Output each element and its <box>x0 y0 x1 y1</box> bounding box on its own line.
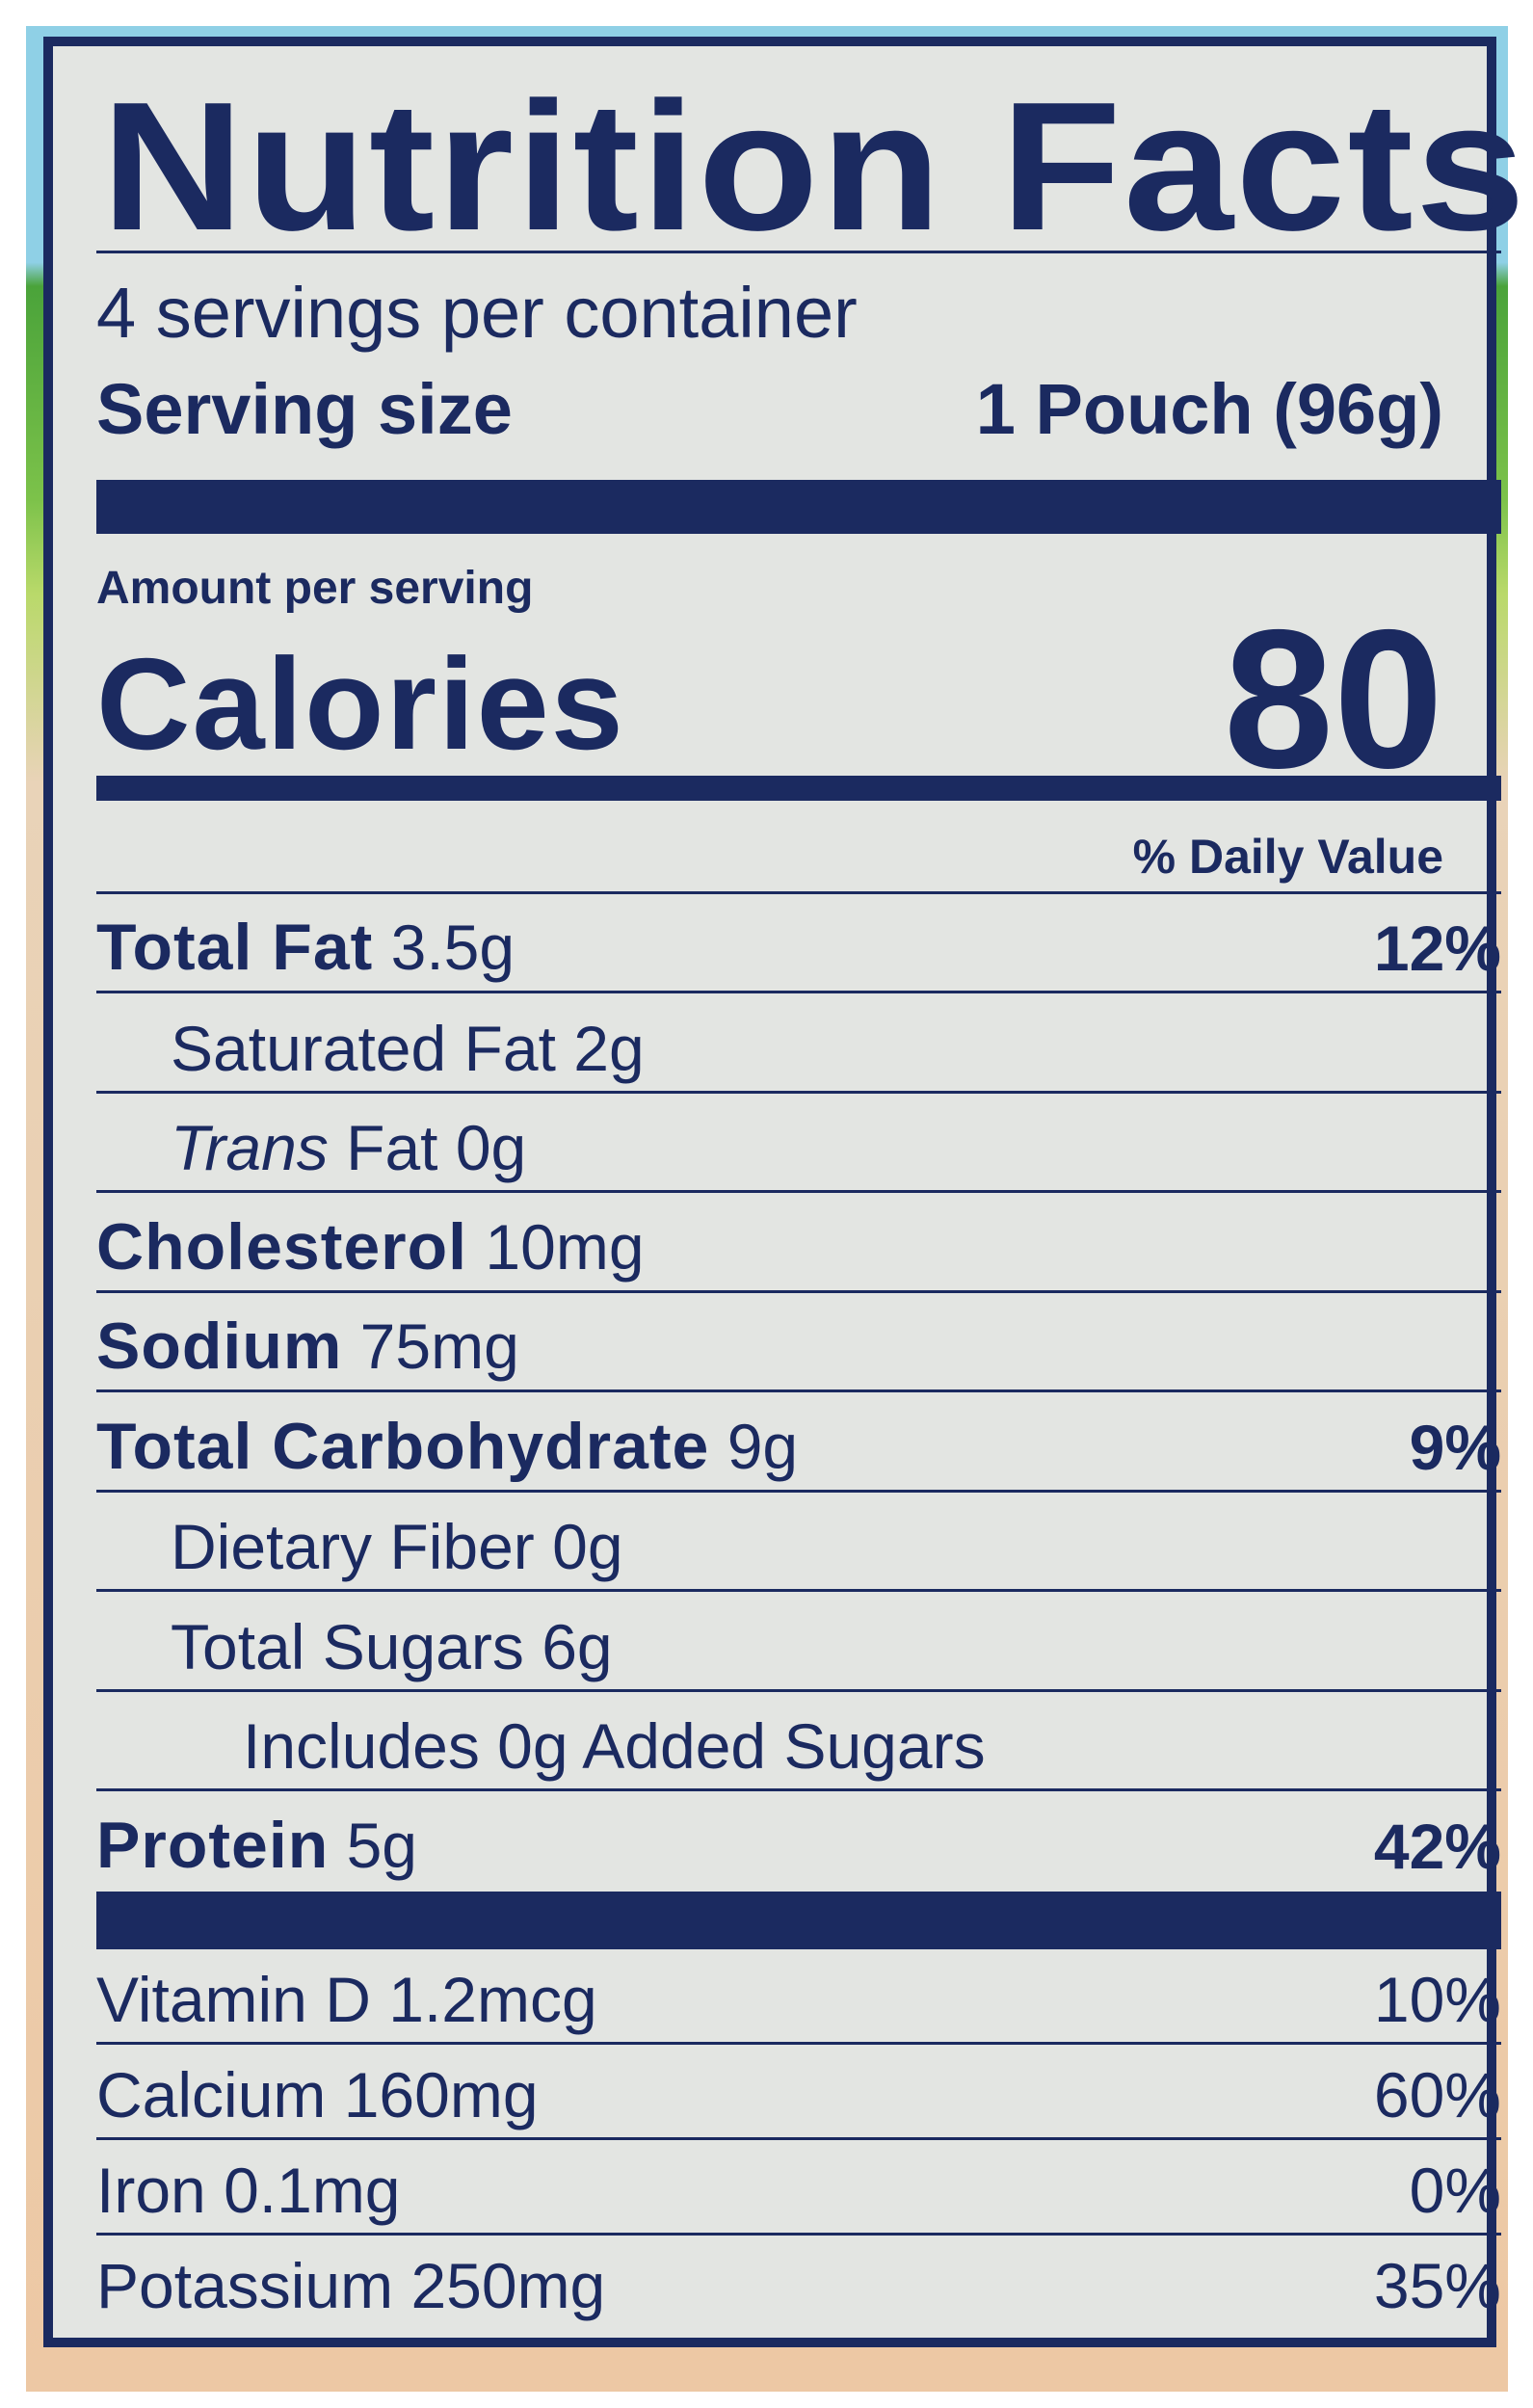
divider-thin <box>96 251 1501 253</box>
nutrient-name: Protein <box>96 1808 330 1882</box>
serving-size-label: Serving size <box>96 369 513 449</box>
nutrient-name: Total Sugars <box>171 1610 524 1682</box>
nutrient-name: Total Fat <box>96 911 374 984</box>
vitamin-daily-value: 0% <box>1409 2155 1501 2226</box>
daily-value-header: % Daily Value <box>1132 830 1443 884</box>
title: Nutrition Facts <box>101 65 1528 269</box>
nutrient-amount: 2g <box>573 1012 645 1084</box>
nutrient-row: Cholesterol 10mg <box>96 1194 1501 1293</box>
nutrition-label: Nutrition Facts 4 servings per container… <box>43 37 1525 2347</box>
vitamin-row: Potassium 250mg 35% <box>96 2236 1501 2331</box>
row-divider <box>96 1589 1501 1592</box>
calories-value: 80 <box>1223 589 1443 809</box>
row-divider <box>96 1788 1501 1791</box>
nutrient-row: Total Fat 3.5g 12% <box>96 894 1501 993</box>
divider-thick <box>96 1892 1501 1949</box>
row-divider <box>96 2137 1501 2140</box>
nutrient-row: Total Sugars 6g <box>96 1593 1501 1692</box>
vitamin-row: Iron 0.1mg 0% <box>96 2140 1501 2236</box>
nutrient-daily-value: 42% <box>1373 1810 1501 1882</box>
row-divider <box>96 1190 1501 1193</box>
divider-thin <box>96 891 1501 894</box>
row-divider <box>96 991 1501 993</box>
nutrient-amount: 5g <box>346 1809 418 1881</box>
vitamin-row: Vitamin D 1.2mcg 10% <box>96 1949 1501 2045</box>
nutrient-row: Protein 5g 42% <box>96 1792 1501 1892</box>
nutrient-name: Cholesterol <box>96 1209 468 1283</box>
nutrient-name: Sodium <box>96 1310 343 1383</box>
nutrient-amount: 0g <box>552 1511 623 1582</box>
row-divider <box>96 1090 1501 1094</box>
vitamin-daily-value: 10% <box>1373 1964 1501 2035</box>
vitamin-name: Calcium 160mg <box>96 2059 539 2130</box>
vitamin-name: Vitamin D 1.2mcg <box>96 1964 597 2035</box>
nutrient-amount: 9g <box>727 1410 799 1482</box>
nutrient-name: Saturated Fat <box>171 1012 556 1084</box>
amount-per-serving: Amount per serving <box>96 563 534 614</box>
nutrient-daily-value: 9% <box>1409 1411 1501 1483</box>
nutrient-name: Dietary Fiber <box>171 1511 535 1582</box>
vitamin-name: Potassium 250mg <box>96 2250 606 2321</box>
divider-thick <box>96 480 1501 534</box>
calories-label: Calories <box>96 631 625 777</box>
nutrient-row: Total Carbohydrate 9g 9% <box>96 1393 1501 1493</box>
servings-per-container: 4 servings per container <box>96 273 858 353</box>
nutrient-amount: 3.5g <box>390 912 515 983</box>
row-divider <box>96 2042 1501 2045</box>
nutrient-daily-value: 12% <box>1373 913 1501 984</box>
nutrient-name: Includes 0g Added Sugars <box>243 1710 986 1782</box>
vitamin-row: Calcium 160mg 60% <box>96 2045 1501 2140</box>
nutrient-row: Saturated Fat 2g <box>96 994 1501 1094</box>
vitamin-name: Iron 0.1mg <box>96 2155 401 2226</box>
nutrient-amount: 75mg <box>359 1310 519 1382</box>
nutrient-row: Dietary Fiber 0g <box>96 1493 1501 1592</box>
nutrient-amount: 10mg <box>485 1210 645 1283</box>
nutrient-row: Includes 0g Added Sugars <box>96 1692 1501 1791</box>
serving-size-value: 1 Pouch (96g) <box>975 369 1443 449</box>
row-divider <box>96 1389 1501 1392</box>
nutrient-row: Sodium 75mg <box>96 1293 1501 1392</box>
row-divider <box>96 1489 1501 1493</box>
row-divider <box>96 2233 1501 2236</box>
row-divider <box>96 1289 1501 1293</box>
divider-medium <box>96 776 1501 801</box>
vitamin-daily-value: 35% <box>1373 2250 1501 2321</box>
row-divider <box>96 1688 1501 1692</box>
nutrient-amount: 6g <box>542 1610 613 1682</box>
nutrient-name: Trans <box>171 1112 329 1183</box>
nutrient-amount: Fat 0g <box>346 1112 527 1183</box>
nutrient-name: Total Carbohydrate <box>96 1409 710 1483</box>
nutrient-row: Trans Fat 0g <box>96 1094 1501 1193</box>
vitamin-daily-value: 60% <box>1373 2059 1501 2130</box>
